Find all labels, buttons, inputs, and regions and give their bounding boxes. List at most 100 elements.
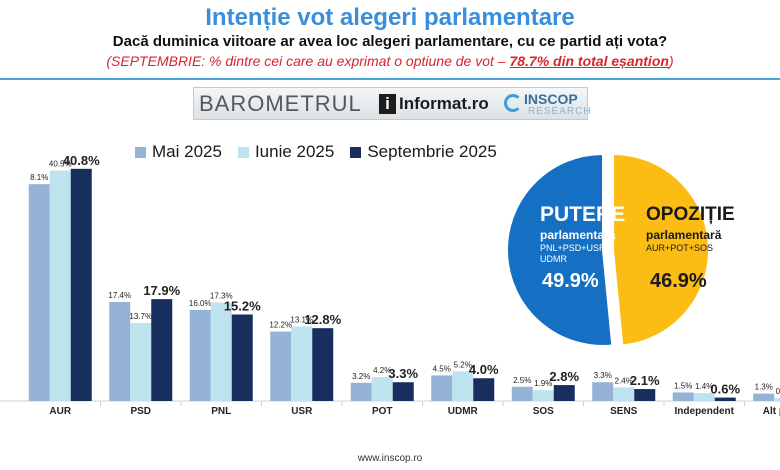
bar-alt-partid-series-1 (774, 398, 780, 401)
data-label: 0.6% (710, 382, 740, 397)
legend-swatch-mai (135, 146, 146, 158)
bar-aur-series-0 (28, 184, 50, 401)
data-label: 40.5% (49, 160, 72, 169)
data-label: 1.4% (695, 382, 713, 391)
legend-label-septembrie: Septembrie 2025 (367, 142, 497, 161)
header-divider (0, 78, 780, 80)
bar-aur-series-1 (49, 170, 71, 401)
pie-value-opozitie: 46.9% (650, 270, 707, 292)
data-label: 4.5% (433, 364, 451, 373)
bar-sens-series-0 (592, 382, 614, 401)
category-label: PNL (211, 406, 231, 417)
chart-legend: Mai 2025 Iunie 2025 Septembrie 2025 (135, 142, 497, 162)
bar-psd-series-0 (109, 301, 131, 401)
data-label: 4.2% (373, 366, 391, 375)
pie-slice-opozitie (612, 152, 710, 347)
pie-slice-putere (505, 152, 614, 347)
bar-udmr-series-1 (452, 371, 474, 401)
data-label: 5.2% (454, 360, 472, 369)
sample-note: (SEPTEMBRIE: % dintre cei care au exprim… (0, 53, 780, 69)
bar-independent-series-0 (672, 392, 694, 401)
informat-wordmark: Informat.ro (399, 94, 489, 113)
informat-i-icon: i (379, 94, 396, 114)
data-label: 4.0% (469, 362, 499, 377)
legend-swatch-septembrie (350, 146, 362, 158)
data-label: 12.8% (304, 312, 341, 327)
legend-swatch-iunie (237, 146, 249, 158)
data-label: 8.1% (30, 173, 48, 182)
data-label: 17.9% (143, 283, 180, 298)
barometer-logo-banner: BAROMETRUL i Informat.ro INSCOP RESEARCH (193, 87, 591, 120)
category-label: AUR (49, 406, 71, 417)
pie-value-putere: 49.9% (542, 270, 599, 292)
data-label: 0.5% (776, 387, 780, 396)
bar-psd-series-1 (130, 323, 152, 401)
data-label: 3.3% (388, 366, 418, 381)
legend-label-mai: Mai 2025 (152, 142, 222, 161)
category-label: POT (372, 406, 393, 417)
category-label: Independent (675, 406, 735, 417)
category-label: Alt partid (763, 406, 780, 417)
bar-pot-series-0 (350, 382, 372, 401)
data-label: 1.5% (674, 381, 692, 390)
bar-sos-series-1 (532, 390, 554, 401)
pie-parties-opozitie: AUR+POT+SOS (646, 243, 714, 253)
data-label: 2.8% (549, 369, 579, 384)
data-label: 15.2% (224, 299, 261, 314)
data-label: 17.4% (108, 291, 131, 300)
bar-usr-series-1 (291, 326, 313, 401)
data-label: 2.1% (630, 373, 660, 388)
bar-udmr-series-2 (473, 378, 495, 401)
category-label: PSD (130, 406, 151, 417)
category-label: SENS (610, 406, 638, 417)
legend-item-septembrie: Septembrie 2025 (350, 142, 497, 162)
data-label: 2.5% (513, 376, 531, 385)
category-label: SOS (533, 406, 554, 417)
inscop-wordmark: INSCOP (524, 91, 578, 107)
bar-pot-series-1 (371, 377, 393, 401)
pie-parties-putere: PNL+PSD+USR+ UDMR (540, 243, 611, 264)
category-label: USR (291, 406, 313, 417)
sample-note-suffix: ) (668, 53, 674, 69)
bar-pnl-series-1 (210, 302, 232, 401)
bar-psd-series-2 (151, 299, 173, 401)
bar-independent-series-1 (693, 393, 715, 401)
bar-sens-series-1 (613, 387, 635, 401)
sample-note-emphasis: 78.7% din total eșantion (509, 53, 669, 69)
bar-usr-series-0 (270, 331, 292, 401)
data-label: 16.0% (189, 299, 212, 308)
bar-independent-series-2 (714, 397, 736, 401)
barometrul-wordmark: BAROMETRUL (199, 91, 362, 116)
bar-usr-series-2 (312, 328, 334, 401)
sample-note-prefix: (SEPTEMBRIE: % dintre cei care au exprim… (106, 53, 510, 69)
pie-label-putere: PUTERE (540, 203, 626, 226)
chart-title: Intenție vot alegeri parlamentare (205, 4, 575, 31)
category-label: UDMR (448, 406, 479, 417)
data-label: 3.3% (594, 371, 612, 380)
bar-sos-series-0 (511, 386, 533, 401)
data-label: 17.3% (210, 292, 233, 301)
chart-subtitle: Dacă duminica viitoare ar avea loc alege… (112, 33, 668, 50)
data-label: 1.3% (755, 383, 773, 392)
legend-item-iunie: Iunie 2025 (237, 142, 335, 162)
data-label: 3.2% (352, 372, 370, 381)
legend-label-iunie: Iunie 2025 (254, 142, 335, 161)
data-label: 2.4% (615, 376, 633, 385)
bar-sens-series-2 (634, 389, 656, 401)
bar-pnl-series-2 (231, 314, 253, 401)
pie-sublabel-opozitie: parlamentară (646, 228, 722, 242)
inscop-research-wordmark: RESEARCH (528, 106, 592, 117)
data-label: 13.1% (290, 315, 313, 324)
bar-udmr-series-0 (431, 375, 453, 401)
data-label: 1.9% (534, 379, 552, 388)
data-label: 13.7% (129, 312, 152, 321)
bar-pot-series-2 (392, 382, 414, 401)
inscop-swirl-icon (504, 94, 522, 112)
legend-item-mai: Mai 2025 (135, 142, 222, 162)
bar-alt-partid-series-0 (753, 393, 775, 401)
data-label: 12.2% (269, 321, 292, 330)
bar-aur-series-2 (70, 168, 92, 401)
pie-label-opozitie: OPOZIȚIE (646, 204, 735, 225)
footer-url: www.inscop.ro (357, 453, 423, 464)
